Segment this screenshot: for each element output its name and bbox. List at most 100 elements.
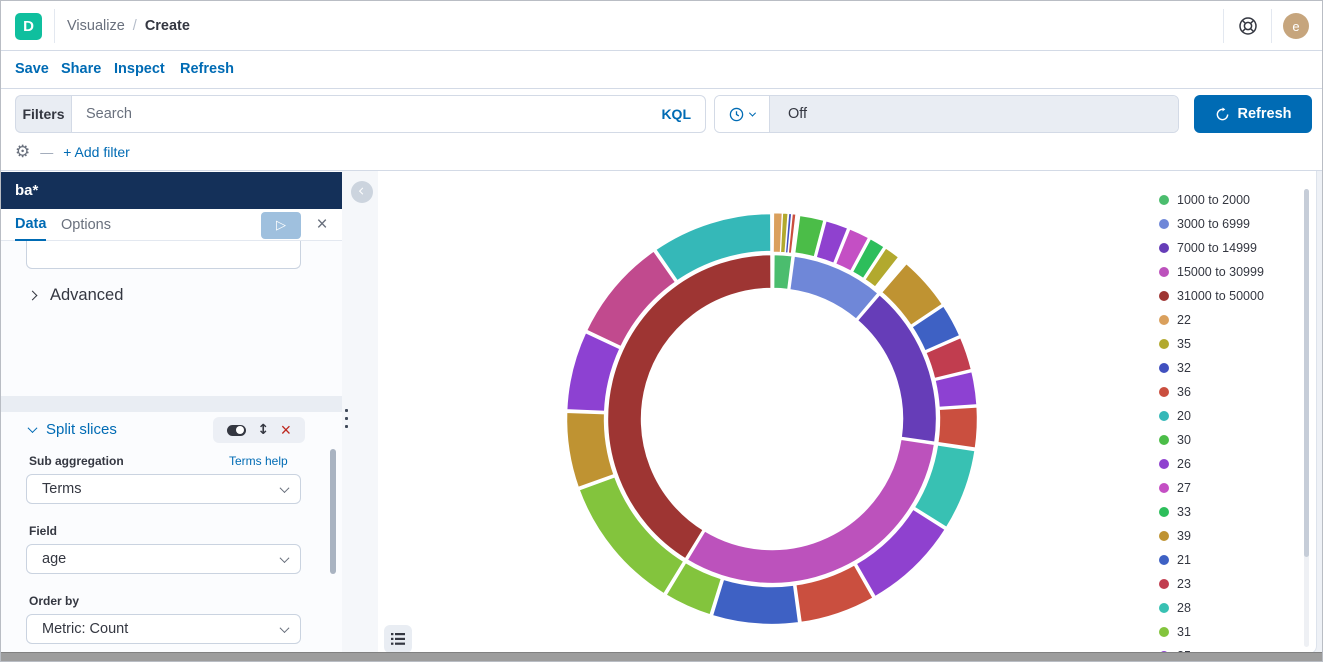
breadcrumb: Visualize / Create (67, 18, 190, 34)
collapse-sidebar-button[interactable] (351, 181, 373, 203)
sub-aggregation-select[interactable]: Terms (26, 474, 301, 504)
chevron-right-icon (27, 290, 38, 301)
chart-legend: 1000 to 2000 3000 to 6999 7000 to 14999 150… (1159, 188, 1304, 661)
pie-slice-15000-to-30999[interactable] (684, 437, 937, 586)
section-divider (1, 396, 342, 412)
refresh-icon (1216, 106, 1228, 120)
pie-slice-22[interactable] (773, 212, 783, 253)
remove-agg-icon[interactable]: × (280, 420, 292, 440)
refresh-interval-display[interactable]: Off (770, 96, 1178, 132)
field-select[interactable]: age (26, 544, 301, 574)
vis-editor-sidebar: ba* Data Options ▷ × Advanced Split slic… (1, 171, 342, 654)
legend-list-button[interactable] (384, 625, 412, 653)
legend-dot (1159, 531, 1169, 541)
chevron-down-icon (748, 109, 757, 117)
refresh-link[interactable]: Refresh (180, 61, 234, 77)
pie-slice-36[interactable] (793, 562, 876, 625)
refresh-button[interactable]: Refresh (1194, 95, 1312, 133)
legend-item-36[interactable]: 36 (1159, 380, 1304, 404)
order-by-select[interactable]: Metric: Count (26, 614, 301, 644)
filters-button[interactable]: Filters (15, 95, 71, 133)
legend-item-26[interactable]: 26 (1159, 452, 1304, 476)
share-button[interactable]: Share (61, 61, 102, 77)
pie-slice-28[interactable] (911, 442, 977, 530)
legend-label: 35 (1177, 337, 1191, 351)
resize-handle-icon[interactable] (345, 409, 348, 428)
search-input[interactable] (72, 106, 648, 122)
legend-dot (1159, 339, 1169, 349)
legend-item-3000-to-6999[interactable]: 3000 to 6999 (1159, 212, 1304, 236)
legend-item-7000-to-14999[interactable]: 7000 to 14999 (1159, 236, 1304, 260)
time-picker: Off (714, 95, 1179, 133)
legend-item-22[interactable]: 22 (1159, 308, 1304, 332)
legend-scrollbar[interactable] (1304, 189, 1309, 557)
legend-dot (1159, 243, 1169, 253)
legend-item-30[interactable]: 30 (1159, 428, 1304, 452)
toggle-enable-icon[interactable] (226, 424, 246, 436)
tab-data[interactable]: Data (15, 209, 47, 241)
pie-slice-31[interactable] (663, 560, 724, 618)
legend-label: 32 (1177, 361, 1191, 375)
legend-dot (1159, 363, 1169, 373)
time-quick-select-button[interactable] (715, 96, 770, 132)
discard-changes-icon[interactable]: × (316, 214, 328, 235)
legend-item-15000-to-30999[interactable]: 15000 to 30999 (1159, 260, 1304, 284)
pie-slice-36[interactable] (935, 405, 980, 451)
advanced-accordion[interactable]: Advanced (27, 286, 124, 305)
pie-slice-26[interactable] (853, 506, 948, 600)
legend-dot (1159, 267, 1169, 277)
legend-item-23[interactable]: 23 (1159, 572, 1304, 596)
advanced-label: Advanced (50, 286, 124, 304)
legend-item-35[interactable]: 35 (1159, 332, 1304, 356)
partial-field-input[interactable] (26, 241, 301, 269)
pie-slice-32[interactable] (785, 213, 792, 254)
pie-slice-35[interactable] (780, 212, 789, 253)
chevron-down-icon (279, 622, 290, 633)
agg-actions: ↕ × (213, 417, 305, 443)
pie-slice-39[interactable] (564, 410, 617, 490)
search-box: KQL (71, 95, 706, 133)
legend-item-27[interactable]: 27 (1159, 476, 1304, 500)
terms-help-link[interactable]: Terms help (229, 454, 288, 468)
divider (1271, 9, 1272, 43)
kql-button[interactable]: KQL (661, 106, 691, 122)
split-slices-label: Split slices (46, 421, 117, 438)
breadcrumb-visualize[interactable]: Visualize (67, 18, 125, 34)
chevron-down-icon (27, 423, 38, 434)
legend-item-28[interactable]: 28 (1159, 596, 1304, 620)
inspect-button[interactable]: Inspect (114, 61, 165, 77)
legend-item-31000-to-50000[interactable]: 31000 to 50000 (1159, 284, 1304, 308)
legend-item-21[interactable]: 21 (1159, 548, 1304, 572)
sidebar-content: Advanced Split slices ↕ × Sub aggregatio… (1, 241, 342, 654)
legend-item-39[interactable]: 39 (1159, 524, 1304, 548)
add-filter-button[interactable]: + Add filter (63, 144, 130, 160)
legend-item-20[interactable]: 20 (1159, 404, 1304, 428)
legend-item-31[interactable]: 31 (1159, 620, 1304, 644)
avatar[interactable]: e (1283, 13, 1309, 39)
pie-slice-20[interactable] (653, 211, 773, 284)
save-button[interactable]: Save (15, 61, 49, 77)
legend-item-33[interactable]: 33 (1159, 500, 1304, 524)
pie-slice-31[interactable] (576, 474, 687, 597)
sidebar-scrollbar[interactable] (330, 449, 336, 574)
tab-options[interactable]: Options (61, 217, 111, 233)
legend-item-32[interactable]: 32 (1159, 356, 1304, 380)
pie-slice-21[interactable] (710, 577, 801, 627)
reorder-icon[interactable]: ↕ (257, 422, 270, 438)
legend-dot (1159, 459, 1169, 469)
apply-changes-button[interactable]: ▷ (261, 212, 301, 239)
app-logo[interactable]: D (15, 13, 42, 40)
breadcrumb-create: Create (144, 18, 190, 34)
split-slices-accordion[interactable]: Split slices (27, 421, 117, 438)
pie-slice-35[interactable] (862, 245, 902, 290)
pie-slice-36[interactable] (788, 213, 797, 254)
legend-label: 27 (1177, 481, 1191, 495)
panel-resizer[interactable] (342, 171, 378, 654)
pie-slice-31000-to-50000[interactable] (605, 252, 773, 562)
legend-dot (1159, 315, 1169, 325)
legend-dot (1159, 507, 1169, 517)
gear-icon[interactable]: ⚙ (15, 141, 31, 162)
help-icon[interactable] (1236, 14, 1260, 38)
legend-item-1000-to-2000[interactable]: 1000 to 2000 (1159, 188, 1304, 212)
legend-dot (1159, 219, 1169, 229)
